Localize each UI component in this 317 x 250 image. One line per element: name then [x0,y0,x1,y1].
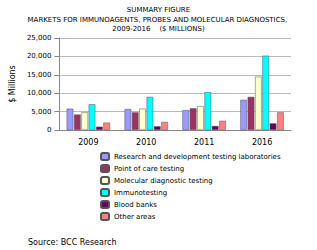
svg-text:2010: 2010 [136,138,156,147]
svg-text:Blood banks: Blood banks [114,201,157,209]
svg-text:MARKETS FOR IMMUNOAGENTS, PROB: MARKETS FOR IMMUNOAGENTS, PROBES AND MOL… [28,16,290,24]
svg-text:Molecular diagnostic testing: Molecular diagnostic testing [114,177,213,185]
svg-text:10,000: 10,000 [27,89,52,97]
svg-text:5,000: 5,000 [31,108,51,116]
svg-text:Source: BCC Research: Source: BCC Research [28,238,116,247]
svg-text:Immunotesting: Immunotesting [114,189,167,197]
svg-text:2009-2016 ($ MILLIONS): 2009-2016 ($ MILLIONS) [112,25,205,33]
svg-text:15,000: 15,000 [27,71,52,79]
svg-text:20,000: 20,000 [27,52,52,60]
svg-text:2009: 2009 [78,138,98,147]
svg-text:$ Millions: $ Millions [8,65,17,103]
svg-text:SUMMARY FIGURE: SUMMARY FIGURE [127,6,190,14]
svg-text:Research and development testi: Research and development testing laborat… [114,153,281,161]
svg-text:Point of care testing: Point of care testing [114,165,184,173]
svg-text:2011: 2011 [194,138,214,147]
svg-text:25,000: 25,000 [27,34,52,42]
svg-text:0: 0 [47,126,51,134]
svg-text:2016: 2016 [252,138,272,147]
svg-text:Other areas: Other areas [114,213,156,221]
